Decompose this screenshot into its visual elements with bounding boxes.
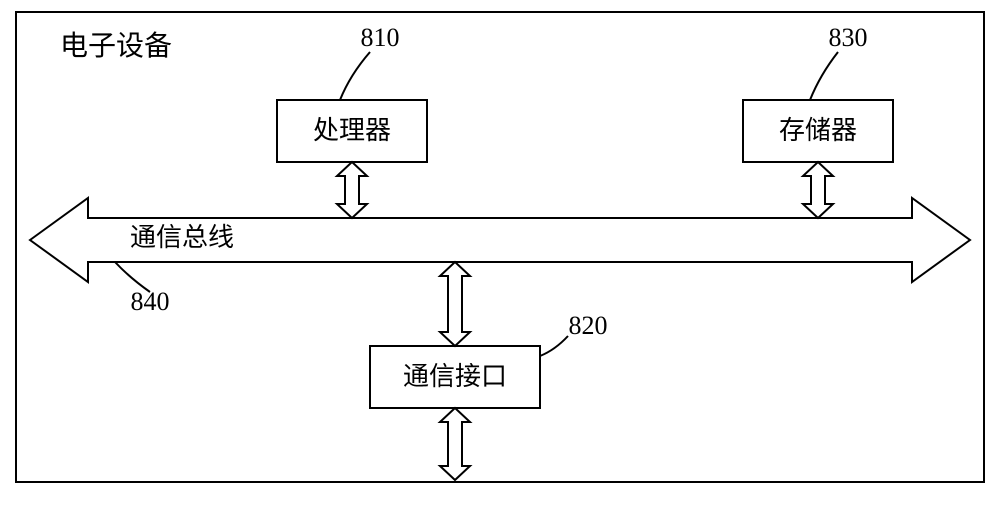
connector-processor-bus — [337, 162, 367, 218]
connector-bus-commif — [440, 262, 470, 346]
bus-label: 通信总线 — [130, 223, 234, 252]
comm-interface-ref-leader — [540, 336, 568, 356]
electronic-device-diagram: 电子设备 通信总线 840 处理器 810 存储器 830 通信接口 820 — [0, 0, 1000, 505]
memory-ref-number: 830 — [829, 23, 868, 52]
connector-memory-bus — [803, 162, 833, 218]
memory-label: 存储器 — [779, 116, 857, 145]
processor-ref-number: 810 — [361, 23, 400, 52]
connector-commif-external — [440, 408, 470, 480]
memory-ref-leader — [810, 52, 838, 100]
diagram-title: 电子设备 — [60, 30, 172, 62]
comm-interface-ref-number: 820 — [569, 311, 608, 340]
processor-label: 处理器 — [313, 116, 391, 145]
bus-ref-number: 840 — [131, 287, 170, 316]
processor-ref-leader — [340, 52, 370, 100]
comm-interface-label: 通信接口 — [403, 362, 507, 391]
